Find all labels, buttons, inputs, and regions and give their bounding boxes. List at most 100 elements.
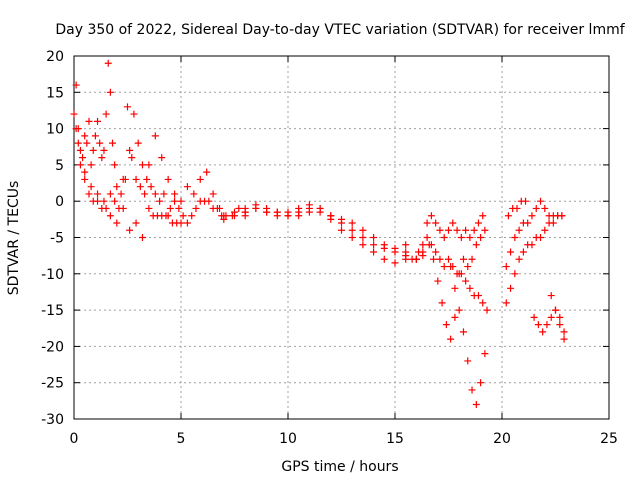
data-point: [547, 292, 555, 300]
data-point: [511, 234, 519, 241]
data-point: [507, 284, 515, 292]
data-point: [419, 252, 427, 260]
data-point: [106, 88, 114, 96]
data-point: [472, 241, 480, 249]
data-point: [117, 190, 125, 198]
data-point: [327, 215, 335, 223]
data-point: [143, 175, 151, 183]
data-point: [119, 175, 127, 183]
data-point: [338, 226, 345, 234]
data-point: [72, 81, 80, 89]
data-point: [94, 197, 102, 205]
y-tick-label: 10: [46, 122, 64, 138]
data-point: [216, 204, 224, 212]
data-point: [532, 204, 540, 212]
grid: [74, 56, 609, 419]
y-tick-label: 20: [46, 49, 64, 65]
data-point: [481, 350, 489, 358]
data-point: [94, 190, 102, 198]
series-arc-10: [425, 226, 489, 343]
data-point: [359, 241, 367, 249]
data-point: [534, 321, 542, 329]
data-point: [106, 212, 114, 220]
data-point: [432, 219, 440, 227]
y-axis-label: SDTVAR / TECUs: [6, 181, 22, 296]
data-point: [138, 161, 146, 169]
data-point: [519, 248, 527, 256]
data-point: [524, 219, 532, 227]
data-point: [119, 204, 127, 212]
data-point: [380, 241, 388, 249]
data-point: [423, 234, 431, 241]
data-point: [511, 270, 519, 278]
series-arc-3: [74, 132, 249, 241]
data-point: [145, 204, 153, 212]
data-point: [235, 204, 243, 212]
x-axis-label: GPS time / hours: [281, 459, 398, 475]
series-layer: [70, 59, 568, 408]
data-point: [522, 197, 530, 205]
x-tick-label: 25: [600, 431, 618, 447]
y-tick-label: 15: [46, 85, 64, 101]
data-point: [192, 204, 200, 212]
data-point: [179, 212, 187, 220]
data-point: [438, 299, 446, 307]
data-point: [106, 190, 114, 198]
data-point: [305, 208, 313, 216]
data-point: [462, 226, 470, 234]
data-point: [430, 255, 438, 263]
data-point: [156, 197, 164, 205]
data-point: [451, 284, 459, 292]
data-point: [100, 197, 108, 205]
data-point: [530, 313, 538, 321]
data-point: [136, 183, 144, 191]
data-point: [457, 234, 465, 241]
data-point: [466, 284, 474, 292]
data-point: [316, 204, 324, 212]
data-point: [132, 175, 140, 183]
data-point: [464, 357, 472, 365]
y-tick-label: -10: [41, 267, 64, 283]
data-point: [370, 248, 378, 256]
data-point: [391, 259, 399, 267]
data-point: [252, 204, 260, 212]
data-point: [295, 204, 303, 212]
data-point: [109, 139, 117, 147]
data-point: [241, 208, 249, 216]
data-point: [537, 197, 545, 205]
data-point: [419, 241, 427, 249]
data-point: [468, 386, 476, 394]
data-point: [96, 139, 104, 147]
data-point: [72, 125, 80, 133]
data-point: [440, 263, 448, 271]
data-point: [402, 241, 410, 249]
chart-title: Day 350 of 2022, Sidereal Day-to-day VTE…: [55, 22, 625, 38]
data-point: [132, 219, 140, 227]
data-point: [474, 219, 482, 227]
data-point: [85, 190, 93, 198]
data-point: [370, 234, 378, 241]
data-point: [188, 212, 196, 220]
x-tick-label: 20: [493, 431, 511, 447]
data-point: [541, 204, 549, 212]
data-point: [263, 208, 271, 216]
series-arc-8: [423, 212, 487, 241]
data-point: [177, 219, 185, 227]
data-point: [89, 146, 97, 154]
data-point: [560, 328, 568, 336]
data-point: [436, 226, 444, 234]
data-point: [528, 212, 536, 220]
data-point: [447, 263, 455, 271]
series-arc-16: [547, 292, 568, 336]
y-tick-label: -20: [41, 339, 64, 355]
series-arc-9: [423, 234, 491, 314]
data-point: [141, 190, 149, 198]
data-point: [464, 263, 472, 271]
data-point: [513, 204, 521, 212]
data-point: [502, 263, 510, 271]
data-point: [359, 226, 367, 234]
data-point: [81, 132, 89, 140]
data-point: [231, 212, 238, 220]
series-arc-1: [70, 59, 185, 227]
